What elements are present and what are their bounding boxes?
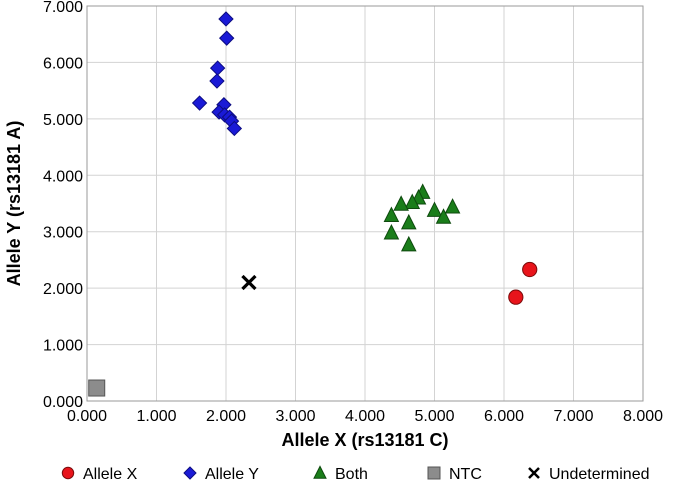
x-tick-label: 6.000 bbox=[484, 408, 524, 425]
data-point-allele-y bbox=[191, 95, 208, 111]
data-point-both bbox=[383, 206, 400, 223]
legend-label-both: Both bbox=[335, 466, 368, 483]
data-point-both bbox=[400, 235, 417, 252]
legend-item-undetermined: Undetermined bbox=[528, 466, 650, 483]
data-point-undetermined bbox=[241, 274, 257, 291]
legend-item-allele-x: Allele X bbox=[61, 466, 138, 483]
x-axis-title: Allele X (rs13181 C) bbox=[281, 430, 448, 450]
x-tick-label: 1.000 bbox=[136, 408, 176, 425]
y-tick-label: 3.000 bbox=[43, 225, 83, 242]
y-axis-ticks: 0.000 1.000 2.000 3.000 4.000 5.000 6.000 7.000 bbox=[43, 0, 83, 411]
x-tick-label: 4.000 bbox=[345, 408, 385, 425]
data-point-both bbox=[383, 224, 400, 240]
legend-item-both: Both bbox=[313, 465, 368, 483]
x-tick-label: 2.000 bbox=[206, 408, 246, 425]
legend-marker-ntc bbox=[427, 466, 441, 480]
y-tick-label: 2.000 bbox=[43, 281, 83, 298]
data-point-allele-x bbox=[522, 261, 538, 278]
x-tick-label: 5.000 bbox=[414, 408, 454, 425]
data-point-both bbox=[444, 198, 461, 214]
y-tick-label: 7.000 bbox=[43, 0, 83, 16]
data-point-both bbox=[404, 193, 421, 210]
data-point-both bbox=[400, 213, 417, 230]
legend-marker-undetermined bbox=[528, 467, 540, 479]
legend-label-allele-y: Allele Y bbox=[205, 466, 259, 483]
legend: Allele X Allele Y Both NTC Undetermined bbox=[61, 465, 650, 483]
data-point-allele-y bbox=[218, 30, 235, 46]
x-tick-label: 7.000 bbox=[553, 408, 593, 425]
legend-marker-both bbox=[313, 465, 327, 479]
x-tick-label: 3.000 bbox=[275, 408, 315, 425]
legend-marker-allele-x bbox=[61, 466, 75, 480]
y-tick-label: 6.000 bbox=[43, 55, 83, 72]
legend-item-ntc: NTC bbox=[427, 466, 482, 483]
y-tick-label: 5.000 bbox=[43, 112, 83, 129]
legend-label-undetermined: Undetermined bbox=[549, 466, 650, 483]
plot-area bbox=[86, 5, 644, 402]
y-tick-label: 1.000 bbox=[43, 338, 83, 355]
data-points bbox=[88, 11, 538, 397]
legend-marker-allele-y bbox=[183, 466, 197, 480]
data-point-both bbox=[435, 208, 452, 224]
data-point-both bbox=[426, 201, 443, 217]
data-point-both bbox=[393, 195, 409, 211]
x-axis-ticks: 0.000 1.000 2.000 3.000 4.000 5.000 6.000 7.000… bbox=[67, 408, 663, 425]
x-tick-label: 8.000 bbox=[623, 408, 663, 425]
y-tick-label: 4.000 bbox=[43, 168, 83, 185]
legend-item-allele-y: Allele Y bbox=[183, 466, 259, 483]
data-point-allele-x bbox=[508, 289, 524, 305]
data-point-allele-y bbox=[218, 11, 234, 27]
data-point-ntc bbox=[88, 379, 106, 397]
x-tick-label: 0.000 bbox=[67, 408, 107, 425]
y-tick-label: 0.000 bbox=[43, 394, 83, 411]
y-axis-title: Allele Y (rs13181 A) bbox=[4, 121, 24, 287]
legend-label-ntc: NTC bbox=[449, 466, 482, 483]
legend-label-allele-x: Allele X bbox=[83, 466, 138, 483]
data-point-allele-y bbox=[226, 120, 243, 137]
data-point-allele-y bbox=[209, 73, 225, 89]
data-point-allele-y bbox=[209, 60, 226, 76]
grid-lines bbox=[86, 5, 644, 402]
